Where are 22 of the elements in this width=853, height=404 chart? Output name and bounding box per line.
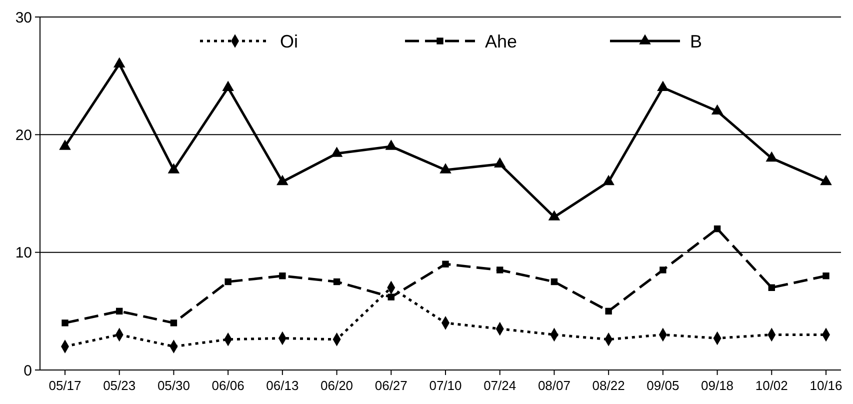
x-tick-label: 06/20 <box>320 378 354 393</box>
x-tick-label: 10/16 <box>810 378 842 393</box>
x-tick-label: 05/23 <box>103 378 136 393</box>
x-tick-label: 06/06 <box>212 378 244 393</box>
x-tick-label: 07/24 <box>484 378 516 393</box>
y-tick-label: 30 <box>15 9 32 26</box>
legend-label: B <box>690 31 702 52</box>
x-tick-label: 05/17 <box>48 378 82 393</box>
x-tick-label: 07/10 <box>429 378 462 393</box>
legend-label: Ahe <box>485 31 518 52</box>
x-tick-label: 05/30 <box>157 378 190 393</box>
x-tick-label: 06/13 <box>266 378 299 393</box>
x-tick-label: 10/02 <box>755 378 788 393</box>
y-tick-label: 20 <box>15 126 32 144</box>
x-tick-label: 09/05 <box>646 378 680 393</box>
x-tick-label: 08/07 <box>538 378 570 393</box>
x-tick-label: 06/27 <box>374 378 408 393</box>
y-tick-label: 10 <box>15 244 32 262</box>
legend-label: Oi <box>280 31 298 52</box>
y-tick-label: 0 <box>24 362 32 380</box>
x-tick-label: 08/22 <box>592 378 625 393</box>
x-tick-label: 09/18 <box>701 378 734 393</box>
